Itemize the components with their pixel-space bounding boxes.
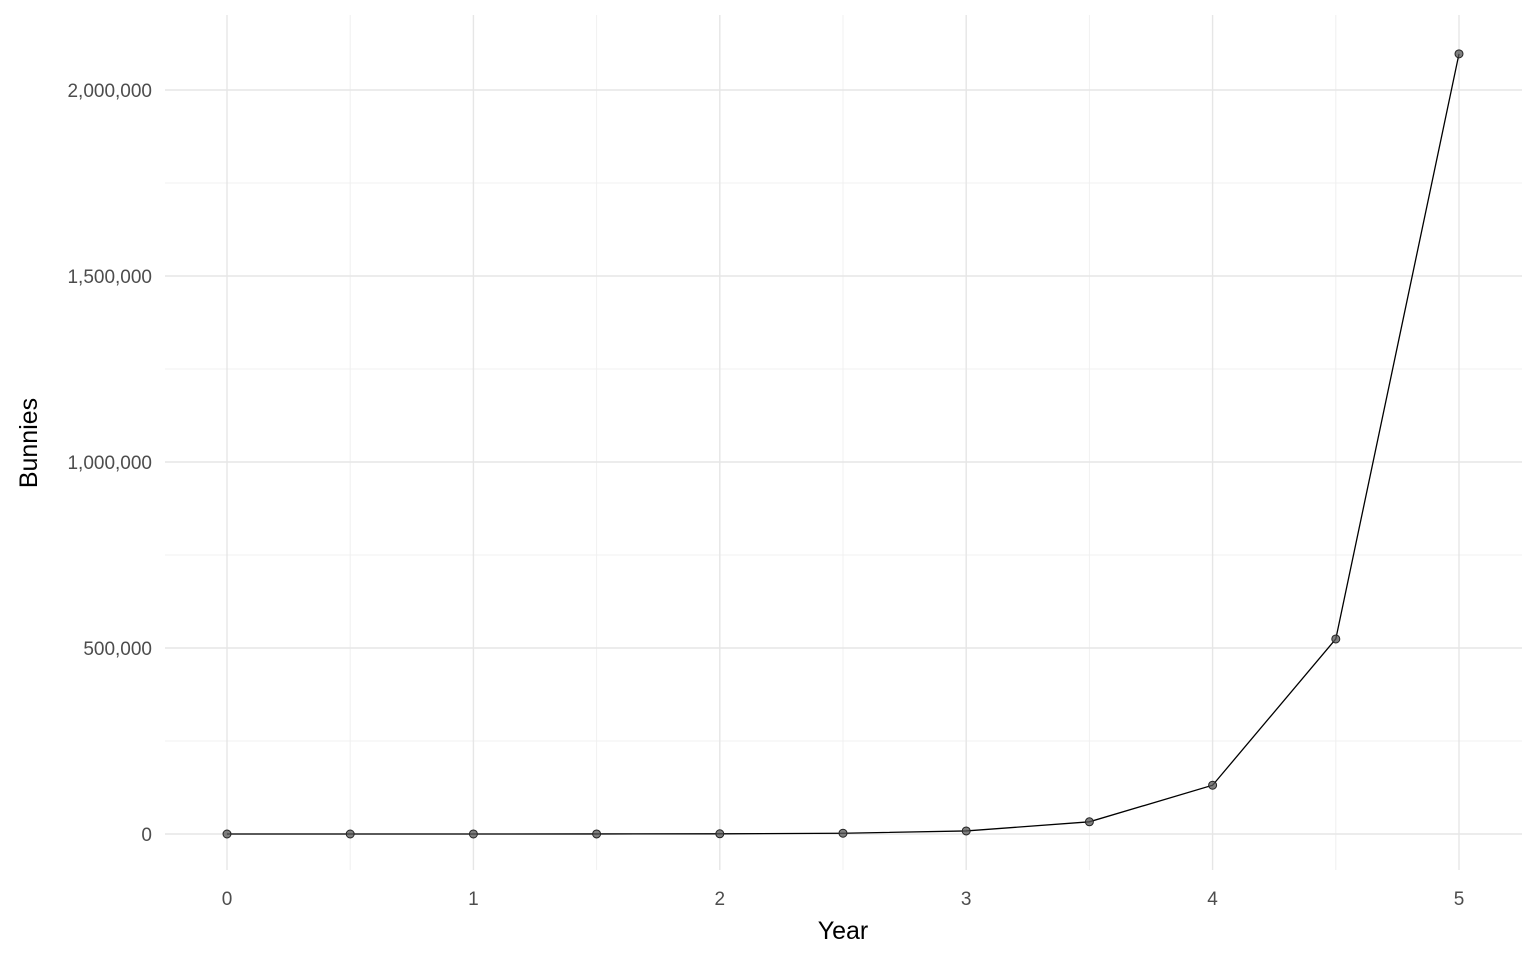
data-point (1208, 780, 1218, 790)
y-tick-label: 500,000 (83, 639, 152, 660)
data-point (1084, 817, 1094, 827)
data-point (715, 829, 725, 839)
grid (165, 15, 1522, 870)
y-tick-label: 2,000,000 (67, 81, 152, 102)
x-tick-label: 3 (961, 889, 972, 910)
data-point (468, 829, 478, 839)
x-axis-title: Year (818, 917, 869, 945)
x-tick-label: 4 (1207, 889, 1218, 910)
y-axis-ticks: 0 500,000 1,000,000 1,500,000 2,000,000 (67, 81, 152, 846)
x-tick-label: 1 (468, 889, 479, 910)
y-axis-title: Bunnies (15, 398, 43, 488)
data-point (838, 828, 848, 838)
x-axis-ticks: 0 1 2 3 4 5 (222, 889, 1465, 910)
y-tick-label: 0 (141, 825, 152, 846)
data-point (1331, 634, 1341, 644)
data-point (1454, 49, 1464, 59)
data-point (345, 829, 355, 839)
data-point (592, 829, 602, 839)
data-point (961, 826, 971, 836)
y-tick-label: 1,500,000 (67, 267, 152, 288)
x-tick-label: 5 (1454, 889, 1465, 910)
y-tick-label: 1,000,000 (67, 453, 152, 474)
series-points (222, 49, 1464, 839)
x-tick-label: 2 (715, 889, 726, 910)
x-tick-label: 0 (222, 889, 233, 910)
data-point (222, 829, 232, 839)
